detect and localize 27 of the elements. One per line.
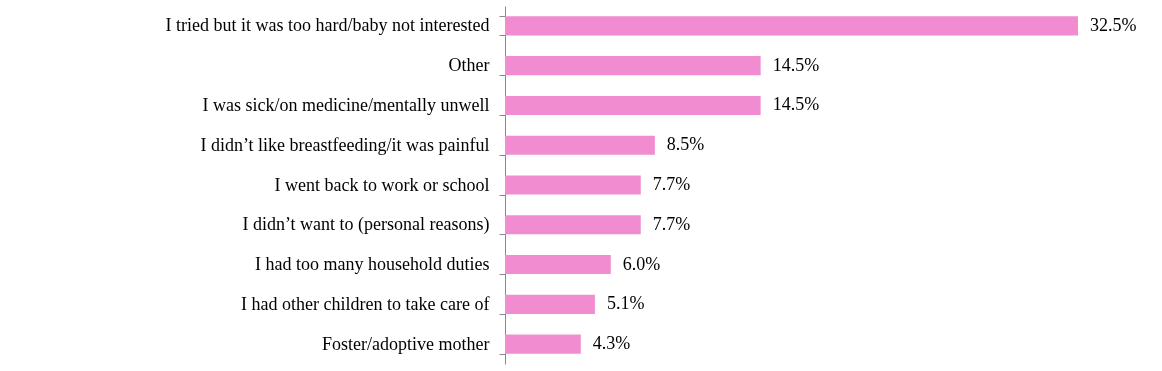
y-tick-label: I didn’t like breastfeeding/it was painful: [200, 134, 490, 155]
data-label: 7.7%: [652, 174, 691, 194]
y-tick-label: Foster/adoptive mother: [322, 333, 490, 354]
bar: [505, 175, 641, 195]
data-label: 4.3%: [592, 333, 631, 354]
bar: [505, 294, 595, 314]
y-tick-label: I had other children to take care of: [241, 293, 490, 314]
bar: [505, 215, 641, 235]
bar: [505, 255, 611, 275]
data-label: 5.1%: [606, 293, 645, 314]
bar: [505, 95, 761, 115]
data-label: 6.0%: [622, 253, 661, 274]
bar: [505, 334, 581, 354]
data-label: 7.7%: [652, 213, 691, 234]
data-label: 8.5%: [666, 134, 705, 155]
data-label: 14.5%: [772, 94, 820, 115]
data-label: 14.5%: [772, 54, 820, 75]
y-tick-label: I had too many household duties: [255, 254, 490, 275]
y-tick-label: I was sick/on medicine/mentally unwell: [202, 94, 490, 115]
y-tick-label: I tried but it was too hard/baby not interested: [165, 15, 490, 36]
bar: [505, 16, 1078, 36]
bar: [505, 56, 761, 76]
y-tick-label: I didn’t want to (personal reasons): [242, 214, 490, 236]
y-tick-label: Other: [448, 55, 490, 76]
bar: [505, 135, 655, 155]
y-tick-label: I went back to work or school: [274, 174, 490, 195]
data-label: 32.5%: [1090, 14, 1137, 35]
